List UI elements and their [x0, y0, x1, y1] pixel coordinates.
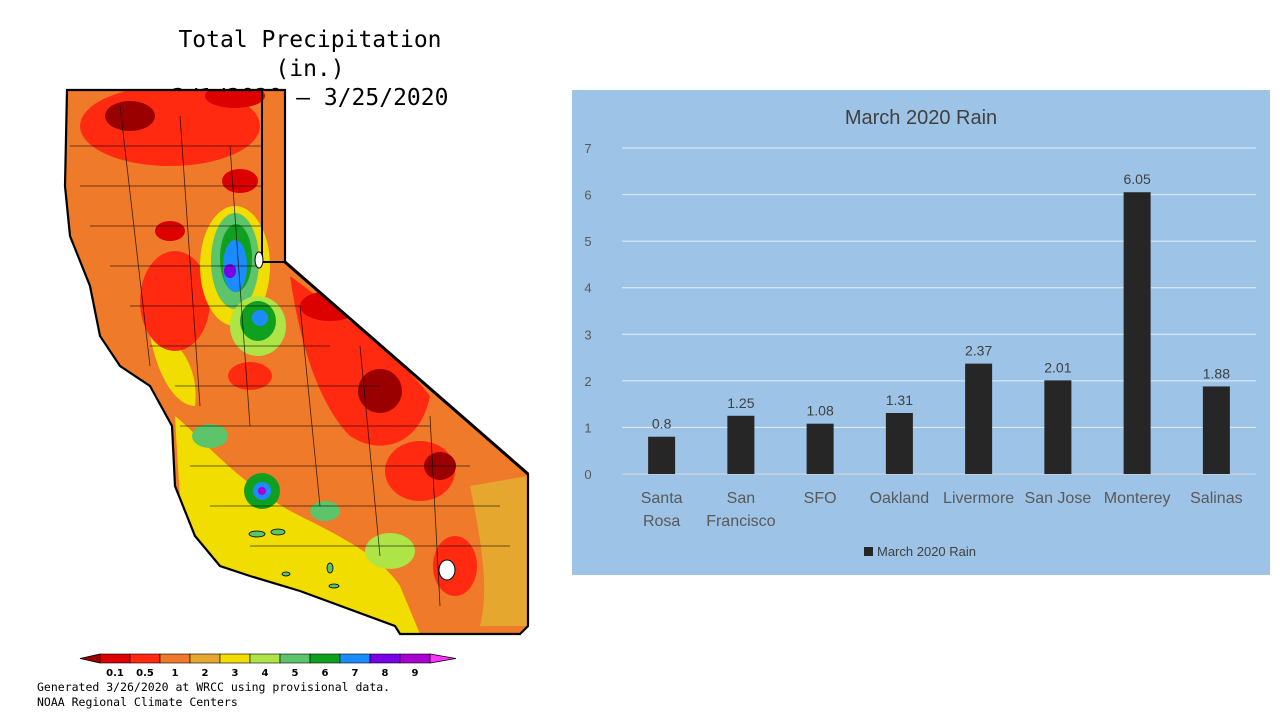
- legend-tick-label: 5: [292, 668, 299, 679]
- bar: [806, 423, 834, 474]
- legend-tick-label: 9: [412, 668, 419, 679]
- y-tick-label: 7: [584, 141, 591, 156]
- nevada-diagonal-border: [284, 260, 529, 476]
- legend-arrow-left: [79, 653, 101, 664]
- legend-swatch: [99, 653, 131, 664]
- bar: [965, 363, 993, 474]
- precip-fill: [65, 90, 528, 634]
- legend-tick-label: 1: [172, 668, 179, 679]
- legend-swatch: [219, 653, 251, 664]
- y-tick-label: 2: [584, 374, 591, 389]
- bar-chart: March 2020 Rain 0 1 2 3 4 5 6 7 0.8 1.25 1.08 1.31…: [584, 107, 1256, 559]
- legend-tick-label: 2: [202, 668, 209, 679]
- x-tick-label: SFO: [804, 490, 837, 507]
- gridlines: [622, 147, 1256, 475]
- legend-swatch: [309, 653, 341, 664]
- precipitation-map: [63, 88, 530, 636]
- data-label: 0.8: [652, 416, 672, 432]
- chart-legend: March 2020 Rain: [864, 544, 976, 559]
- lake-tahoe: [254, 251, 264, 269]
- bar: [1044, 380, 1072, 474]
- x-tick-label: San Jose: [1025, 490, 1092, 507]
- map-title-line1: Total Precipitation (in.): [178, 27, 442, 82]
- california-outline: [63, 88, 530, 636]
- legend-tick-label: 6: [322, 668, 329, 679]
- data-label: 2.01: [1044, 359, 1071, 375]
- legend-swatch: [864, 547, 873, 556]
- legend-swatch: [369, 653, 401, 664]
- legend-swatch: [159, 653, 191, 664]
- data-labels: 0.8 1.25 1.08 1.31 2.37 2.01 6.05 1.88: [652, 171, 1230, 432]
- legend-tick-label: 0.5: [136, 668, 154, 679]
- data-label: 1.31: [886, 392, 913, 408]
- y-tick-label: 5: [584, 234, 591, 249]
- legend-swatch: [279, 653, 311, 664]
- legend-swatch: [339, 653, 371, 664]
- legend-tick-label: 3: [232, 668, 239, 679]
- y-axis-ticks: 0 1 2 3 4 5 6 7: [584, 141, 591, 482]
- bar: [885, 412, 913, 474]
- data-label: 2.37: [965, 343, 992, 359]
- legend-label: March 2020 Rain: [877, 544, 976, 559]
- legend-tick-label: 4: [262, 668, 269, 679]
- legend-swatch: [249, 653, 281, 664]
- legend-swatch: [189, 653, 221, 664]
- map-footer: Generated 3/26/2020 at WRCC using provis…: [37, 680, 390, 710]
- x-tick-label: San: [727, 490, 755, 507]
- x-tick-label: Oakland: [870, 490, 930, 507]
- bar: [1202, 386, 1230, 474]
- bar: [727, 415, 755, 474]
- legend-swatch: [129, 653, 161, 664]
- y-tick-label: 0: [584, 467, 591, 482]
- chart-title: March 2020 Rain: [845, 107, 997, 129]
- data-label: 1.08: [807, 403, 834, 419]
- x-tick-label: Francisco: [706, 513, 775, 530]
- channel-islands: [248, 528, 340, 589]
- legend-tick-label: 0.1: [106, 668, 124, 679]
- precip-color-legend: 0.1 0.5 1 2 3 4 5 6 7 8 9: [79, 653, 457, 679]
- x-tick-label: Rosa: [643, 513, 680, 530]
- y-tick-label: 1: [584, 420, 591, 435]
- bar: [1123, 192, 1151, 474]
- legend-swatch: [399, 653, 431, 664]
- data-label: 1.88: [1203, 365, 1230, 381]
- map-footer-line2: NOAA Regional Climate Centers: [37, 695, 238, 709]
- map-footer-line1: Generated 3/26/2020 at WRCC using provis…: [37, 680, 391, 694]
- legend-arrow-right: [429, 653, 457, 664]
- x-tick-label: Salinas: [1190, 490, 1242, 507]
- y-tick-label: 6: [584, 188, 591, 203]
- lake: [438, 559, 456, 581]
- y-tick-label: 4: [584, 281, 591, 296]
- data-label: 1.25: [727, 395, 754, 411]
- x-tick-label: Monterey: [1104, 490, 1171, 507]
- county-lines: [70, 105, 510, 607]
- legend-tick-label: 7: [352, 668, 359, 679]
- x-axis-ticks: Santa Rosa San Francisco SFO Oakland Livermore…: [641, 490, 1243, 530]
- x-tick-label: Santa: [641, 490, 683, 507]
- data-label: 6.05: [1124, 171, 1151, 187]
- bars: [648, 192, 1230, 474]
- legend-tick-label: 8: [382, 668, 389, 679]
- x-tick-label: Livermore: [943, 490, 1014, 507]
- bar-chart-panel: March 2020 Rain 0 1 2 3 4 5 6 7 0.8 1.25 1.08 1.31…: [572, 90, 1270, 575]
- bar: [648, 436, 676, 474]
- y-tick-label: 3: [584, 327, 591, 342]
